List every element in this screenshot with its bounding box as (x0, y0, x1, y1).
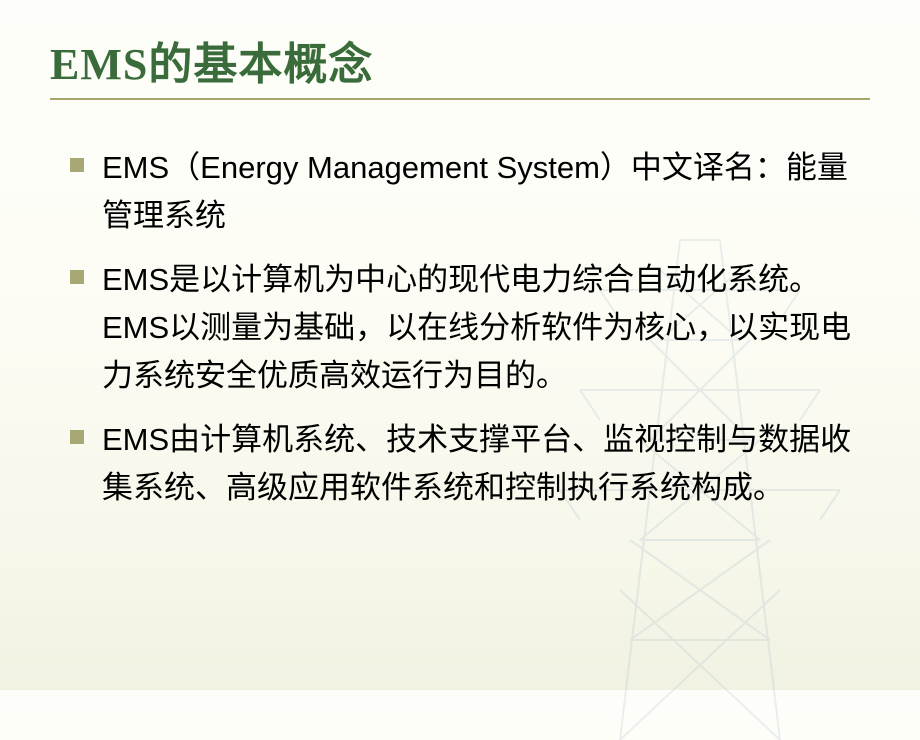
slide-title: EMS的基本概念 (50, 28, 870, 92)
bullet-square-icon (70, 430, 84, 444)
slide-content: EMS的基本概念 EMS（Energy Management System）中文… (0, 0, 920, 568)
bullet-text: EMS是以计算机为中心的现代电力综合自动化系统。EMS以测量为基础，以在线分析软… (102, 256, 870, 400)
bullet-square-icon (70, 270, 84, 284)
list-item: EMS（Energy Management System）中文译名：能量管理系统 (70, 144, 870, 240)
list-item: EMS是以计算机为中心的现代电力综合自动化系统。EMS以测量为基础，以在线分析软… (70, 256, 870, 400)
bullet-list: EMS（Energy Management System）中文译名：能量管理系统… (50, 144, 870, 512)
bullet-text: EMS（Energy Management System）中文译名：能量管理系统 (102, 144, 870, 240)
list-item: EMS由计算机系统、技术支撑平台、监视控制与数据收集系统、高级应用软件系统和控制… (70, 416, 870, 512)
title-underline (50, 98, 870, 100)
bullet-text: EMS由计算机系统、技术支撑平台、监视控制与数据收集系统、高级应用软件系统和控制… (102, 416, 870, 512)
bullet-square-icon (70, 158, 84, 172)
